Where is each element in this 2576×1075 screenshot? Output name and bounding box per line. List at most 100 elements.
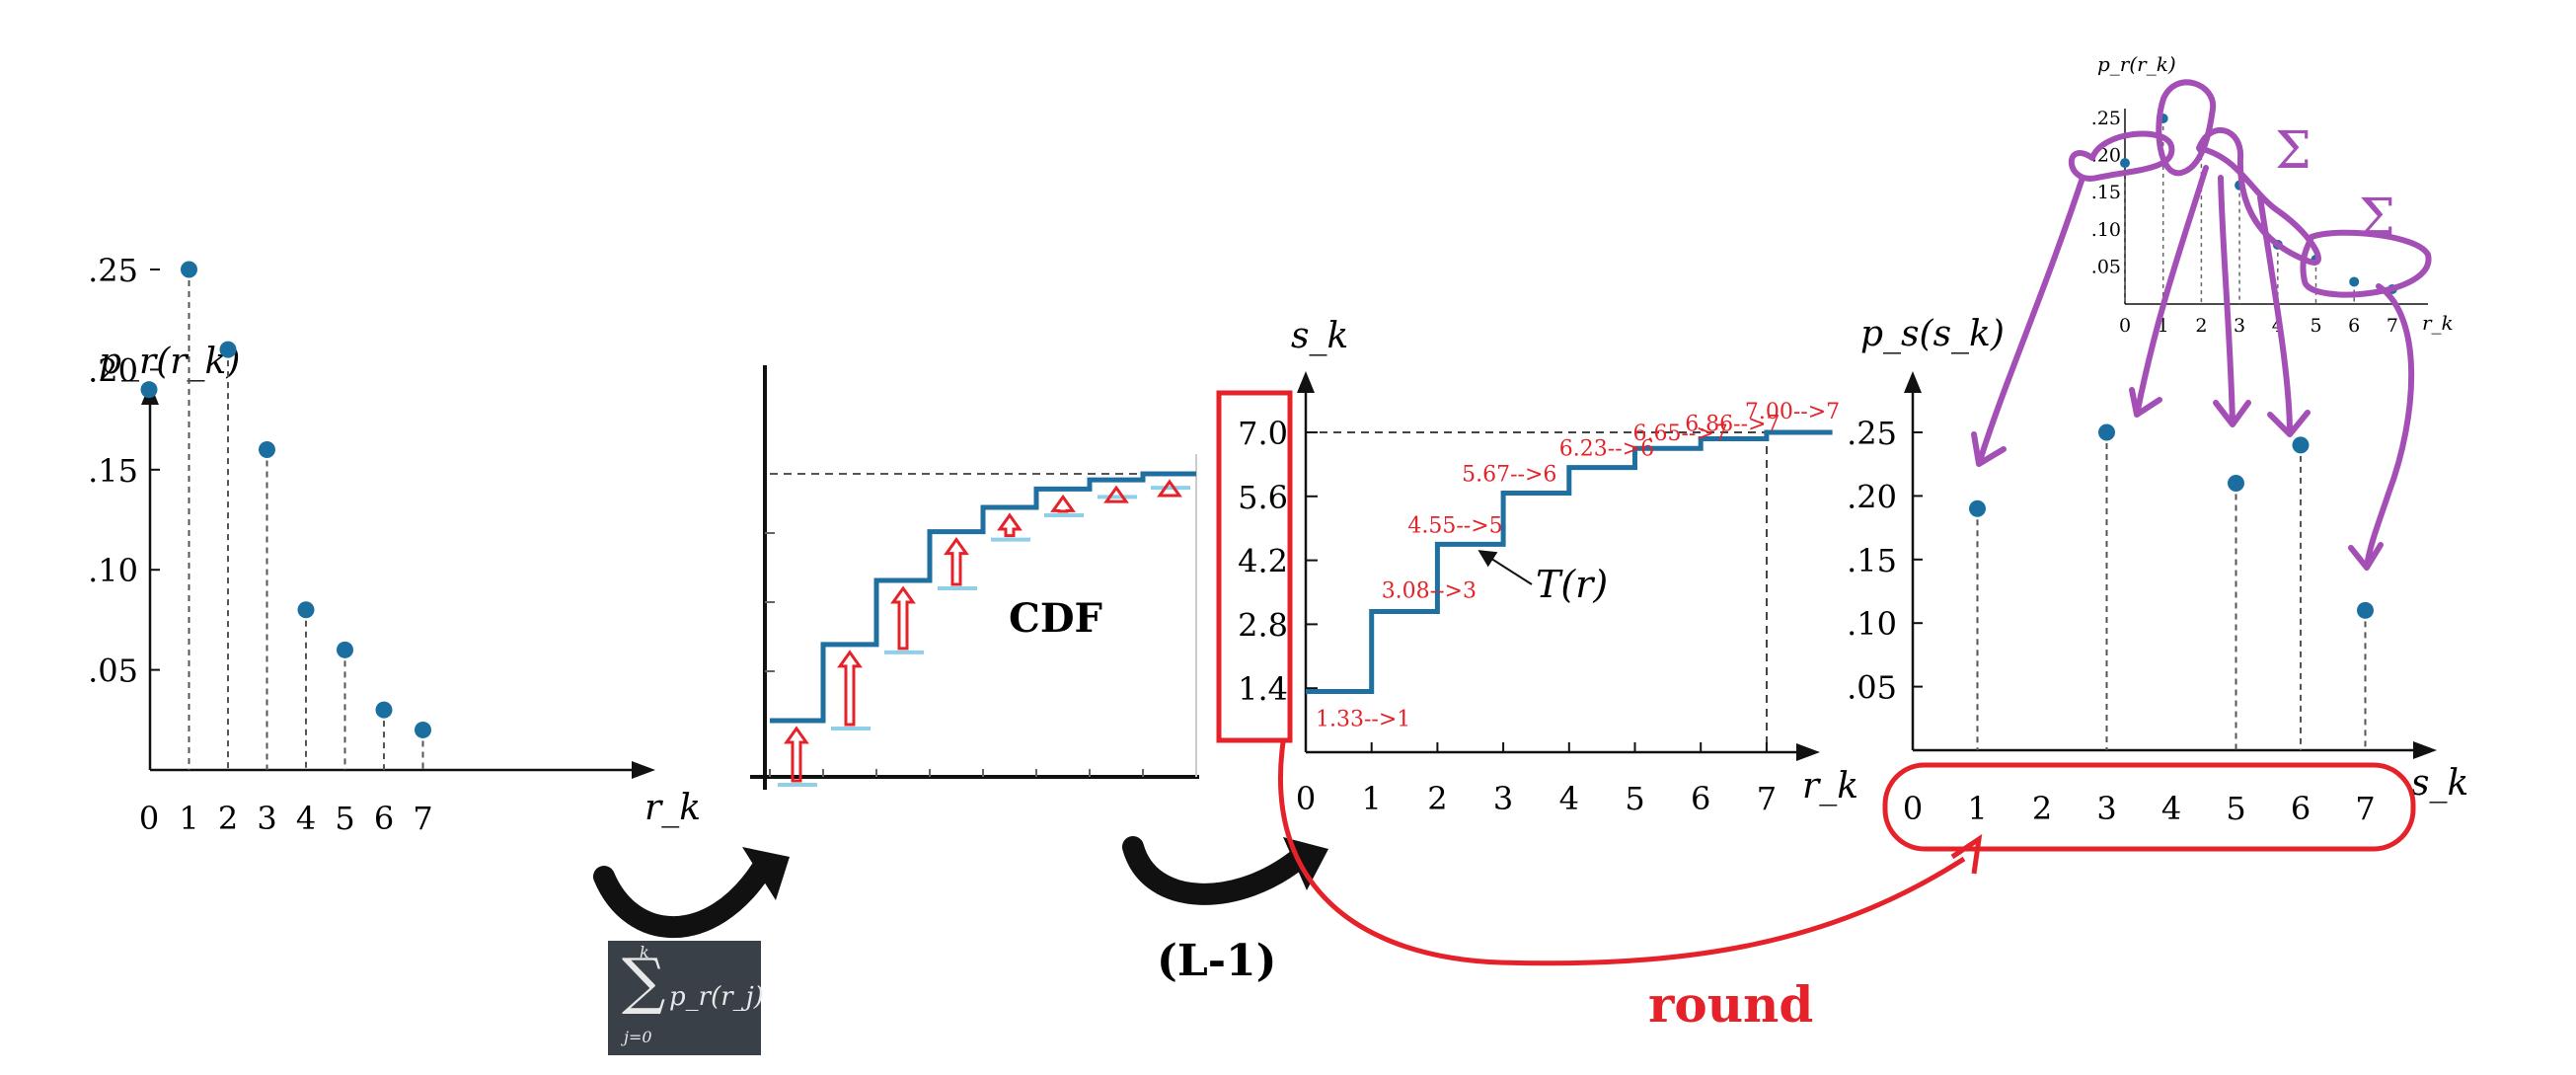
curve-pointer [1477, 550, 1533, 585]
x-tick-label: 0 [1296, 780, 1316, 817]
x-axis-arrow-icon [1796, 743, 1820, 761]
x-tick-label: 5 [335, 800, 354, 837]
tick-layer: 1.4 2.8 4.2 5.6 7.0 0 1 2 3 4 5 6 7 [1238, 415, 1777, 817]
data-point [181, 261, 197, 278]
cdf-step-curve [770, 471, 1196, 724]
x-axis-arrow-icon [2413, 741, 2437, 759]
x-tick-label: 4 [296, 800, 316, 837]
x-tick-label: 6 [2291, 790, 2311, 827]
sigma-mark-1: Σ [2275, 121, 2311, 181]
data-point [259, 441, 275, 459]
round-connector-head-icon [1950, 833, 1983, 875]
arrow-to-s1-icon [1971, 175, 2085, 467]
x-tick-label: 3 [1493, 780, 1513, 817]
increment-arrow-icon [944, 537, 969, 586]
sigma-mark-2: Σ [2359, 189, 2395, 248]
x-tick-label: 1 [1967, 790, 1987, 827]
tick-layer: .05.10.15.20.250 1 2 3 4 5 6 7 [1847, 415, 2376, 827]
x-tick-label: 0 [1903, 790, 1923, 827]
y-axis-label: p_r(r_k) [2097, 52, 2176, 76]
y-axis-label: p_s(s_k) [1860, 314, 2005, 354]
tick-layer: .05.10.15.20.250 1 2 3 4 5 6 7 [2091, 108, 2398, 337]
increment-arrow-icon [837, 650, 863, 727]
data-point [415, 721, 431, 738]
tick-layer [765, 532, 1144, 777]
arrow-to-s7-icon [2348, 283, 2415, 571]
y-tick-label: .25 [88, 252, 138, 289]
x-tick-label: 2 [2032, 790, 2052, 827]
x-tick-label: 4 [1559, 780, 1579, 817]
cdf-panel: CDF [750, 365, 1199, 790]
data-point [297, 601, 315, 619]
y-tick-label: .15 [88, 452, 138, 490]
x-tick-label: 0 [2119, 315, 2131, 337]
data-point [375, 701, 393, 719]
x-tick-label: 7 [2387, 315, 2398, 337]
y-tick-label: .05 [1847, 669, 1897, 707]
point-layer [140, 261, 431, 770]
x-tick-label: 5 [2310, 315, 2321, 337]
x-tick-label: 3 [257, 800, 276, 837]
increment-arrow-icon [997, 512, 1023, 538]
data-point [2292, 436, 2310, 454]
x-axis-arrow-icon [632, 761, 655, 779]
rounding-annotation: 6.65-->7 [1633, 422, 1728, 446]
data-point [2228, 475, 2244, 493]
sum-upper-limit: k [640, 943, 649, 961]
y-tick-label: .20 [1847, 478, 1897, 515]
point-layer [1969, 423, 2374, 750]
x-axis-label: r_k [644, 788, 701, 828]
x-axis-label: r_k [1802, 766, 1858, 806]
x-axis-label: s_k [2411, 763, 2468, 804]
y-tick-label: 5.6 [1238, 479, 1288, 516]
x-tick-label: 6 [374, 800, 394, 837]
sk-levels-highlight [1882, 762, 2416, 852]
rounding-annotation: 7.00-->7 [1745, 400, 1840, 424]
sum-lower-limit: j=0 [624, 1028, 652, 1046]
scale-note: (L-1) [1157, 936, 1276, 986]
y-axis-arrow-icon [1297, 371, 1315, 393]
x-axis-label: r_k [2422, 311, 2454, 335]
group-loop-2-3-4 [2196, 126, 2321, 266]
y-tick-label: .05 [2091, 256, 2121, 277]
x-tick-label: 3 [2096, 790, 2116, 827]
arrow-to-s3-icon [2129, 165, 2209, 418]
y-axis-label: s_k [1291, 316, 1348, 356]
transform-panel: s_k r_k 1.4 2.8 4.2 5.6 7.0 0 1 2 3 4 5 6 7 1.33-->1… [1216, 316, 1858, 817]
x-tick-label: 3 [2234, 315, 2245, 337]
round-label: round [1648, 975, 1813, 1034]
increment-arrow-layer [784, 479, 1182, 783]
rounding-annotation: 6.23-->6 [1559, 437, 1654, 462]
data-point [219, 341, 237, 358]
rounding-annotation: 5.67-->6 [1462, 463, 1556, 488]
x-tick-label: 7 [413, 800, 432, 837]
y-tick-label: .10 [88, 552, 138, 589]
increment-arrow-icon [1050, 494, 1076, 513]
curve-label: T(r) [1536, 563, 1608, 606]
rounding-annotation: 1.33-->1 [1316, 707, 1410, 731]
flow-arrow-2 [1122, 836, 1312, 905]
data-point [2098, 423, 2115, 441]
group-loop-0 [2068, 130, 2175, 182]
y-tick-label: .25 [1847, 415, 1897, 452]
x-tick-label: 1 [1362, 780, 1382, 817]
output-histogram: p_s(s_k) s_k .05 .10 .15 .20 .25 0 1 2 3 4 5 6 7 [1847, 314, 2468, 852]
y-tick-label: .25 [2091, 108, 2121, 129]
rounding-annotation: 6.86-->7 [1685, 412, 1780, 436]
y-axis-label: p_r(r_k) [99, 342, 240, 382]
y-tick-label: .20 [88, 351, 138, 389]
data-point [1969, 499, 1986, 517]
x-tick-label: 4 [2161, 790, 2181, 827]
rounding-annotation-layer: 1.33-->1 3.08-->3 4.55-->5 5.67-->66.23-->6… [1316, 400, 1840, 731]
y-tick-label: .10 [2091, 219, 2121, 241]
data-point [2349, 276, 2360, 287]
y-tick-label: 1.4 [1238, 670, 1288, 708]
flow-arrow-1 [593, 858, 773, 939]
grouping-marks: Σ Σ [1971, 79, 2432, 571]
x-tick-label: 6 [1691, 780, 1710, 817]
round-connector [1277, 741, 1966, 966]
increment-arrow-icon [784, 726, 809, 783]
sum-sigma-icon: ∑ [622, 945, 666, 1017]
y-tick-label: 2.8 [1238, 606, 1288, 644]
x-tick-label: 1 [179, 800, 198, 837]
